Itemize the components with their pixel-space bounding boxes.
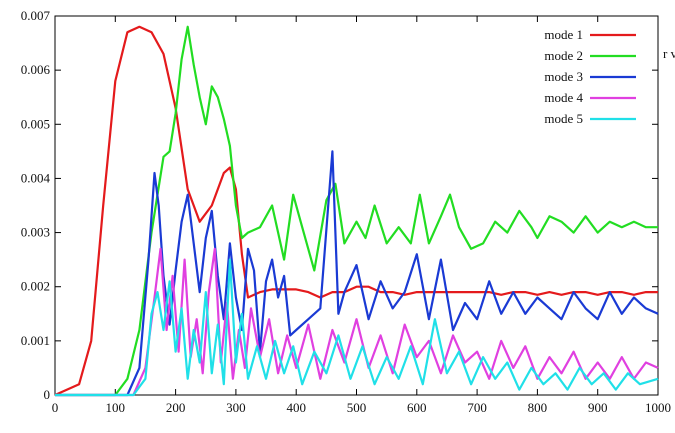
legend-label: mode 3 <box>544 69 583 84</box>
legend-label: mode 2 <box>544 48 583 63</box>
y-tick-label: 0.005 <box>21 116 50 131</box>
x-tick-label: 500 <box>347 400 367 415</box>
clipped-side-label: r v <box>663 46 675 61</box>
legend-label: mode 4 <box>544 90 583 105</box>
y-tick-label: 0.003 <box>21 225 50 240</box>
x-tick-label: 800 <box>528 400 548 415</box>
x-tick-label: 100 <box>106 400 126 415</box>
x-tick-label: 900 <box>588 400 608 415</box>
x-tick-label: 1000 <box>645 400 671 415</box>
legend-label: mode 1 <box>544 27 583 42</box>
axis-ticks: 0 100 200 300 400 500 600 700 800 900 1000 0 0.001 0.… <box>21 8 671 415</box>
series-line-mode-5 <box>55 258 659 397</box>
y-tick-label: 0.006 <box>21 62 51 77</box>
x-tick-label: 300 <box>226 400 246 415</box>
x-tick-label: 200 <box>166 400 186 415</box>
legend: mode 1 mode 2 mode 3 mode 4 mode 5 <box>544 27 636 126</box>
x-tick-label: 700 <box>467 400 487 415</box>
x-tick-label: 600 <box>407 400 427 415</box>
y-tick-label: 0.007 <box>21 8 51 23</box>
x-tick-label: 400 <box>286 400 306 415</box>
y-tick-label: 0.004 <box>21 170 51 185</box>
series-layer <box>54 25 659 397</box>
y-tick-label: 0 <box>44 387 51 402</box>
series-line-mode-2 <box>55 25 658 397</box>
legend-label: mode 5 <box>544 111 583 126</box>
series-line-mode-1 <box>54 25 658 397</box>
series-line-mode-3 <box>55 150 659 397</box>
y-tick-label: 0.002 <box>21 279 50 294</box>
x-tick-label: 0 <box>52 400 59 415</box>
y-tick-label: 0.001 <box>21 333 50 348</box>
